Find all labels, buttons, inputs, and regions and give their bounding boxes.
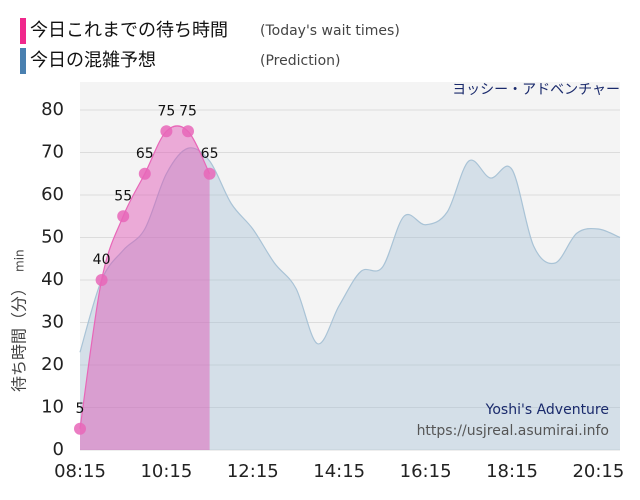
line — [79, 147, 621, 353]
legend-note: (Today's wait times) — [260, 23, 400, 39]
x-tick-label: 14:15 — [313, 461, 365, 482]
y-tick-label: 30 — [41, 312, 64, 333]
y-tick-label: 10 — [41, 397, 64, 418]
y-tick-label: 20 — [41, 354, 64, 375]
attraction-name: ヨッシー・アドベンチャー — [452, 82, 620, 98]
plot: 0 10 20 30 40 50 60 70 80 08:15 10:15 12:15 14:15 16:… — [41, 99, 624, 482]
data-point — [95, 274, 108, 286]
data-label: 65 — [136, 146, 154, 162]
legend-swatch — [20, 18, 26, 44]
y-tick-label: 40 — [41, 269, 64, 290]
data-label: 55 — [114, 188, 132, 204]
x-tick-label: 20:15 — [572, 461, 624, 482]
y-axis-unit: min — [13, 249, 27, 272]
data-point — [138, 167, 151, 180]
y-tick-label: 60 — [41, 184, 64, 205]
x-tick-label: 08:15 — [54, 461, 106, 482]
x-tick-label: 16:15 — [400, 461, 452, 482]
y-tick-label: 70 — [41, 142, 64, 163]
plot-background — [80, 82, 620, 450]
data-point — [160, 125, 173, 138]
data-label: 5 — [76, 401, 85, 417]
legend-note: (Prediction) — [260, 53, 340, 69]
data-point — [117, 210, 130, 223]
data-label: 75 — [157, 103, 175, 119]
y-axis-label: 待ち時間（分） — [10, 280, 29, 392]
x-tick-label: 10:15 — [140, 461, 192, 482]
x-tick-label: 18:15 — [486, 461, 538, 482]
legend-swatch — [20, 48, 26, 74]
data-point — [74, 422, 86, 435]
watermark: Yoshi's Adventure — [485, 402, 609, 418]
data-point — [203, 167, 216, 180]
legend-label: 今日の混雑予想 — [30, 50, 156, 71]
y-tick-label: 50 — [41, 227, 64, 248]
y-tick-label: 80 — [41, 99, 64, 120]
data-label: 75 — [179, 103, 197, 119]
area — [80, 125, 210, 450]
data-point — [182, 125, 194, 138]
area — [80, 147, 620, 451]
watermark: https://usjreal.asumirai.info — [417, 423, 609, 439]
y-tick-label: 0 — [53, 439, 64, 460]
data-label: 65 — [201, 146, 219, 162]
x-tick-label: 12:15 — [227, 461, 279, 482]
legend-label: 今日これまでの待ち時間 — [30, 20, 228, 41]
data-label: 40 — [93, 252, 111, 268]
